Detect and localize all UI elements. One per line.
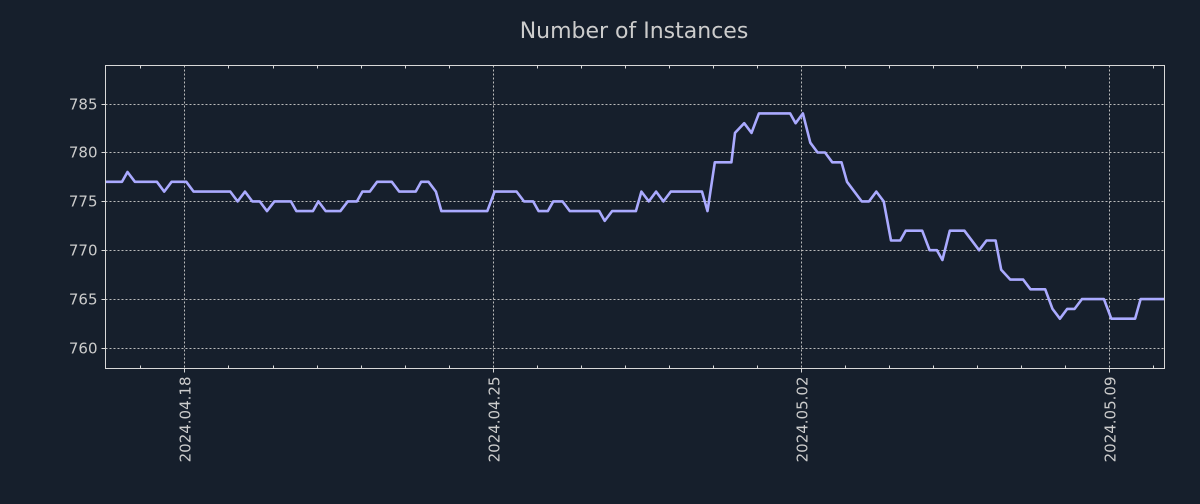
chart-title: Number of Instances: [520, 19, 749, 44]
y-tick-label: 775: [69, 193, 98, 211]
x-tick-label: 2024.04.25: [486, 377, 504, 463]
y-tick-label: 760: [69, 340, 98, 358]
x-tick-label: 2024.05.02: [794, 377, 812, 463]
series-line-instances: [106, 113, 1165, 318]
y-tick-label: 780: [69, 144, 98, 162]
y-tick-label: 770: [69, 242, 98, 260]
x-tick-label: 2024.04.18: [177, 377, 195, 463]
plot-frame: [106, 66, 1165, 369]
grid-lines: [106, 66, 1165, 369]
series-layer: [105, 113, 1164, 318]
axis-ticks: 760 765 770 775 780 785 2024.04.18 2024.04.25 20…: [69, 66, 1154, 463]
x-tick-label: 2024.05.09: [1102, 377, 1120, 463]
y-tick-label: 765: [69, 291, 98, 309]
y-tick-label: 785: [69, 96, 98, 114]
